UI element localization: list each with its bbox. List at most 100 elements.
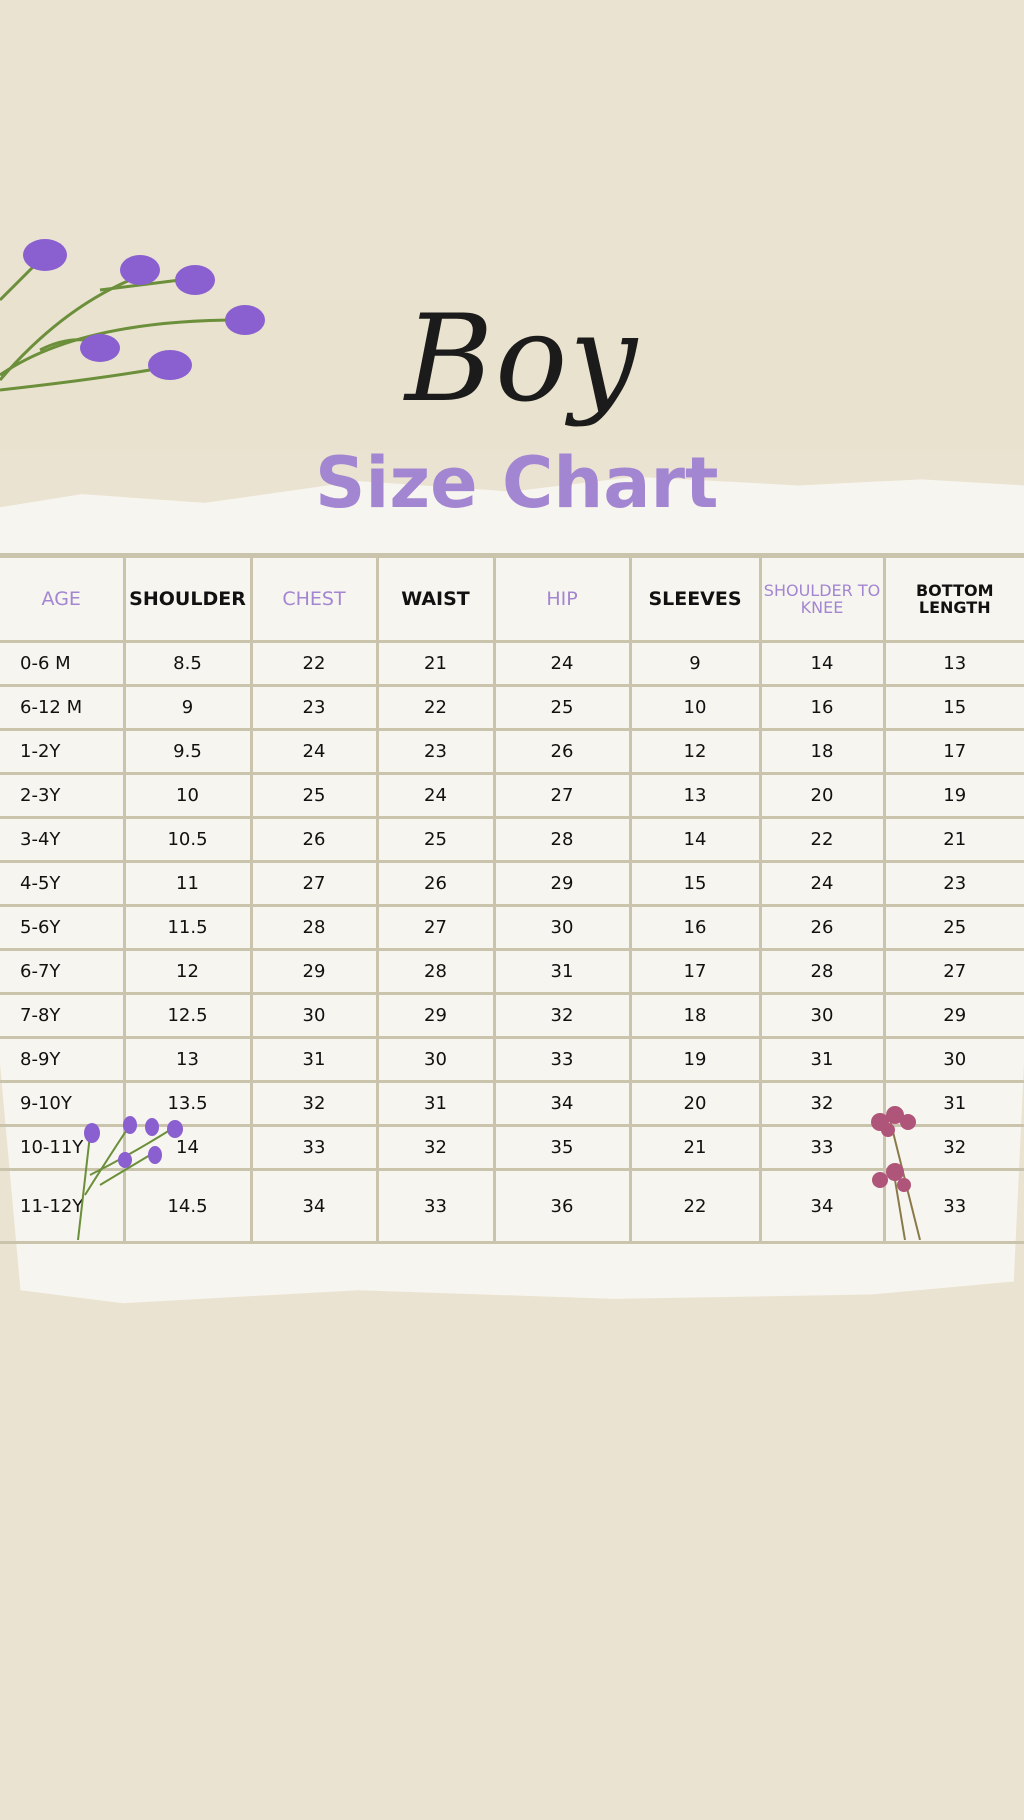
measurement-cell: 24 [249,728,379,775]
column-header-hip: HIP [492,555,632,643]
measurement-cell: 11.5 [122,904,253,951]
measurement-cell: 15 [882,684,1024,731]
measurement-cell: 14 [628,816,762,863]
measurement-cell: 12 [122,948,253,995]
measurement-cell: 32 [375,1124,496,1171]
table-row: 8-9Y 13 31 30 33 19 31 30 [0,1036,1024,1083]
age-cell: 7-8Y [0,992,126,1039]
measurement-cell: 31 [758,1036,886,1083]
age-cell: 4-5Y [0,860,126,907]
table-row: 6-7Y 12 29 28 31 17 28 27 [0,948,1024,995]
measurement-cell: 20 [758,772,886,819]
measurement-cell: 14 [758,640,886,687]
measurement-cell: 25 [375,816,496,863]
measurement-cell: 10 [628,684,762,731]
measurement-cell: 25 [492,684,632,731]
table-row: 11-12Y 14.5 34 33 36 22 34 33 [0,1168,1024,1244]
measurement-cell: 32 [249,1080,379,1127]
measurement-cell: 30 [758,992,886,1039]
age-cell: 2-3Y [0,772,126,819]
measurement-cell: 32 [758,1080,886,1127]
table-header-row: AGE SHOULDER CHEST WAIST HIP SLEEVES SHOULDER … [0,555,1024,643]
age-cell: 3-4Y [0,816,126,863]
column-header-age: AGE [0,555,126,643]
age-cell: 11-12Y [0,1168,126,1244]
table-row: 4-5Y 11 27 26 29 15 24 23 [0,860,1024,907]
measurement-cell: 27 [492,772,632,819]
measurement-cell: 25 [882,904,1024,951]
measurement-cell: 23 [249,684,379,731]
measurement-cell: 10 [122,772,253,819]
measurement-cell: 28 [375,948,496,995]
measurement-cell: 22 [375,684,496,731]
measurement-cell: 10.5 [122,816,253,863]
table-row: 9-10Y 13.5 32 31 34 20 32 31 [0,1080,1024,1127]
age-cell: 5-6Y [0,904,126,951]
measurement-cell: 27 [882,948,1024,995]
measurement-cell: 19 [628,1036,762,1083]
column-header-shoulder-to-knee: SHOULDER TO KNEE [758,555,886,643]
measurement-cell: 18 [628,992,762,1039]
table-row: 0-6 M 8.5 22 21 24 9 14 13 [0,640,1024,687]
measurement-cell: 22 [758,816,886,863]
measurement-cell: 23 [882,860,1024,907]
measurement-cell: 18 [758,728,886,775]
measurement-cell: 22 [628,1168,762,1244]
measurement-cell: 14.5 [122,1168,253,1244]
measurement-cell: 17 [882,728,1024,775]
age-cell: 9-10Y [0,1080,126,1127]
measurement-cell: 34 [758,1168,886,1244]
measurement-cell: 30 [375,1036,496,1083]
measurement-cell: 13.5 [122,1080,253,1127]
measurement-cell: 13 [122,1036,253,1083]
measurement-cell: 12 [628,728,762,775]
measurement-cell: 35 [492,1124,632,1171]
measurement-cell: 15 [628,860,762,907]
measurement-cell: 9 [122,684,253,731]
measurement-cell: 26 [375,860,496,907]
measurement-cell: 26 [758,904,886,951]
table-row: 6-12 M 9 23 22 25 10 16 15 [0,684,1024,731]
measurement-cell: 24 [375,772,496,819]
measurement-cell: 36 [492,1168,632,1244]
measurement-cell: 9.5 [122,728,253,775]
measurement-cell: 23 [375,728,496,775]
measurement-cell: 16 [628,904,762,951]
measurement-cell: 11 [122,860,253,907]
measurement-cell: 14 [122,1124,253,1171]
purple-flowers-decoration-top [0,239,265,392]
measurement-cell: 13 [882,640,1024,687]
measurement-cell: 28 [492,816,632,863]
table-top-divider [0,553,1024,556]
measurement-cell: 33 [492,1036,632,1083]
table-row: 1-2Y 9.5 24 23 26 12 18 17 [0,728,1024,775]
table-row: 5-6Y 11.5 28 27 30 16 26 25 [0,904,1024,951]
measurement-cell: 8.5 [122,640,253,687]
measurement-cell: 22 [249,640,379,687]
measurement-cell: 24 [758,860,886,907]
measurement-cell: 28 [758,948,886,995]
title-script: Boy [405,290,640,429]
measurement-cell: 31 [249,1036,379,1083]
table-row: 10-11Y 14 33 32 35 21 33 32 [0,1124,1024,1171]
measurement-cell: 30 [492,904,632,951]
measurement-cell: 17 [628,948,762,995]
measurement-cell: 27 [375,904,496,951]
measurement-cell: 31 [492,948,632,995]
measurement-cell: 28 [249,904,379,951]
measurement-cell: 16 [758,684,886,731]
measurement-cell: 32 [882,1124,1024,1171]
purple-flower-sprig-icon [77,1116,183,1240]
column-header-bottom-length: BOTTOM LENGTH [882,555,1024,643]
measurement-cell: 27 [249,860,379,907]
measurement-cell: 19 [882,772,1024,819]
measurement-cell: 26 [492,728,632,775]
measurement-cell: 26 [249,816,379,863]
measurement-cell: 31 [375,1080,496,1127]
measurement-cell: 29 [249,948,379,995]
measurement-cell: 9 [628,640,762,687]
measurement-cell: 29 [492,860,632,907]
age-cell: 1-2Y [0,728,126,775]
table-row: 7-8Y 12.5 30 29 32 18 30 29 [0,992,1024,1039]
measurement-cell: 30 [882,1036,1024,1083]
